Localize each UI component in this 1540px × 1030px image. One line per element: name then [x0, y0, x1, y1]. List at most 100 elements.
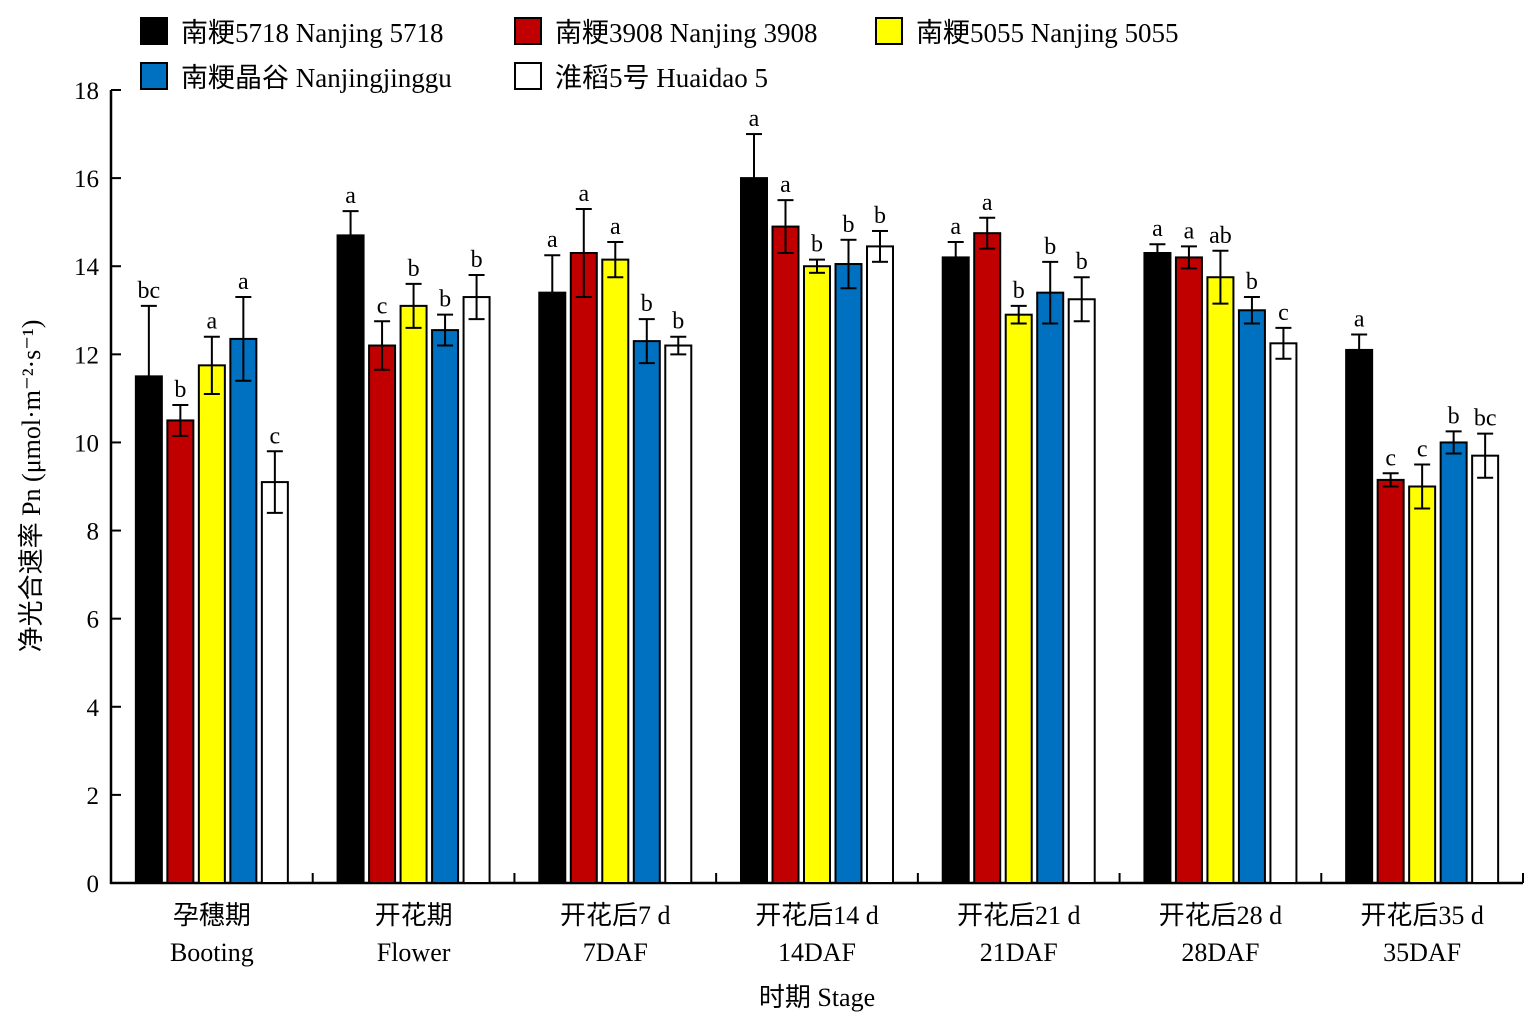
legend-label: 南粳5055 Nanjing 5055 — [916, 18, 1179, 48]
y-tick-label: 6 — [87, 607, 100, 634]
significance-label: c — [270, 423, 281, 449]
legend-label: 南粳3908 Nanjing 3908 — [555, 18, 818, 48]
bar — [197, 364, 226, 884]
significance-label: bc — [138, 278, 161, 304]
legend-swatch — [140, 17, 168, 45]
significance-label: b — [439, 287, 451, 313]
y-tick-label: 16 — [74, 166, 99, 193]
bar — [134, 375, 163, 884]
y-tick-label: 12 — [74, 342, 99, 369]
significance-label: a — [1354, 307, 1365, 333]
bar — [431, 329, 460, 884]
significance-label: a — [1152, 216, 1163, 242]
significance-label: b — [874, 203, 886, 229]
x-axis-title: 时期 Stage — [759, 983, 875, 1012]
significance-label: a — [345, 183, 356, 209]
bar — [1471, 454, 1500, 884]
x-category-label-cn: 开花后14 d — [755, 901, 879, 930]
significance-label: a — [1184, 218, 1195, 244]
x-category-label-en: Booting — [170, 938, 254, 967]
x-category-label-en: Flower — [377, 938, 451, 967]
y-tick-label: 10 — [74, 430, 99, 457]
bar — [1174, 256, 1203, 884]
y-tick-label: 18 — [74, 78, 99, 105]
x-category-label-en: 7DAF — [583, 938, 648, 967]
bar — [538, 291, 567, 884]
significance-label: b — [1448, 403, 1460, 429]
significance-label: c — [377, 293, 388, 319]
bar — [1439, 441, 1468, 884]
bar — [1345, 348, 1374, 884]
bar — [866, 245, 894, 884]
bar — [1067, 298, 1096, 884]
bar — [1206, 276, 1235, 885]
x-category-label-en: 35DAF — [1383, 938, 1461, 967]
x-category-label-cn: 开花后28 d — [1159, 901, 1283, 930]
significance-label: b — [641, 291, 653, 317]
significance-label: a — [238, 269, 249, 295]
significance-label: b — [1044, 234, 1056, 260]
bar — [664, 344, 693, 884]
bar — [803, 265, 831, 884]
y-axis: 0 2 4 6 8 10 12 14 16 18 — [74, 78, 121, 898]
significance-label: c — [1385, 445, 1396, 471]
significance-label: a — [749, 106, 760, 132]
significance-label: a — [982, 190, 993, 216]
bar — [462, 296, 491, 884]
significance-label: b — [1013, 278, 1025, 304]
significance-label: b — [471, 247, 483, 273]
x-category-label-cn: 孕穗期 — [173, 901, 251, 930]
legend: 南粳5718 Nanjing 5718 南粳3908 Nanjing 3908 南粳… — [140, 17, 1179, 93]
bar — [336, 234, 365, 884]
y-tick-label: 8 — [87, 519, 100, 546]
significance-label: bc — [1474, 406, 1497, 432]
bar — [229, 337, 258, 884]
significance-label: a — [780, 172, 791, 198]
x-category-label-en: 14DAF — [778, 938, 856, 967]
bar — [632, 340, 661, 885]
significance-label: ab — [1209, 223, 1232, 249]
significance-label: a — [578, 181, 589, 207]
x-category-label-en: 21DAF — [980, 938, 1058, 967]
bar — [1408, 485, 1437, 884]
bar — [399, 304, 428, 885]
y-tick-label: 4 — [87, 695, 100, 722]
bar — [973, 232, 1002, 885]
significance-label: b — [1246, 269, 1258, 295]
y-tick-label: 0 — [87, 871, 100, 898]
significance-label: a — [610, 214, 621, 240]
legend-swatch — [514, 62, 542, 90]
significance-label: a — [207, 309, 218, 335]
significance-label: b — [811, 232, 823, 258]
bar — [166, 419, 195, 884]
x-category-label-cn: 开花后7 d — [560, 901, 671, 930]
bar — [260, 481, 289, 884]
bar — [1376, 478, 1405, 884]
bar — [368, 344, 397, 884]
bar — [941, 256, 970, 884]
legend-swatch — [875, 17, 903, 45]
legend-swatch — [514, 17, 542, 45]
significance-label: b — [174, 377, 186, 403]
bar — [740, 177, 768, 885]
legend-label: 淮稻5号 Huaidao 5 — [555, 63, 768, 93]
bar — [771, 225, 800, 885]
y-tick-label: 2 — [87, 783, 100, 810]
bar — [1237, 309, 1266, 884]
bar — [601, 258, 630, 884]
significance-label: c — [1417, 436, 1428, 462]
x-category-label-cn: 开花后21 d — [957, 901, 1081, 930]
bar — [1143, 252, 1172, 884]
significance-label: a — [950, 214, 961, 240]
bar — [834, 263, 863, 884]
significance-label: b — [1076, 249, 1088, 275]
significance-label: b — [672, 309, 684, 335]
y-tick-label: 14 — [74, 254, 100, 281]
bar — [1036, 291, 1065, 884]
bar — [569, 252, 598, 884]
significance-label: c — [1278, 300, 1289, 326]
bar — [1004, 313, 1033, 884]
y-axis-title: 净光合速率 Pn (μmol·m⁻²·s⁻¹) — [17, 320, 46, 653]
